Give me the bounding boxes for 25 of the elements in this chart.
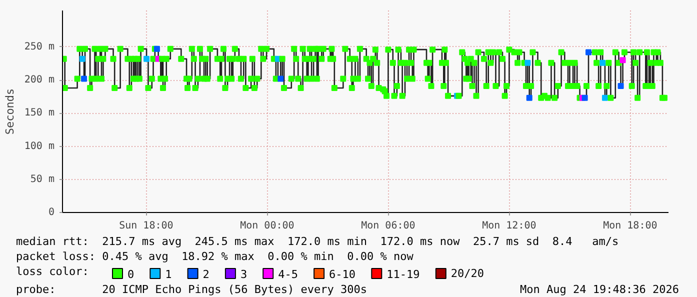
legend-label: 2 [202, 268, 210, 281]
y-axis-title: Seconds [3, 88, 16, 135]
text: median rtt: 215.7 ms avg 245.5 ms max 172.0 ms min 172.0 ms now 25.7 ms sd 8.4 am/s [16, 234, 619, 249]
y-tick-label: 100 m [24, 140, 55, 152]
y-tick-label: 150 m [24, 108, 55, 119]
text: probe: 20 ICMP Echo Pings (56 Bytes) every 300s [16, 282, 367, 297]
legend-label: 4-5 [278, 268, 298, 281]
legend-label: 1 [165, 268, 172, 281]
y-tick-label: 0 [48, 207, 55, 218]
x-tick-label: Mon 06:00 [361, 220, 416, 232]
legend-title: loss color: [16, 264, 89, 279]
text: packet loss: 0.45 % avg 18.92 % max 0.00 % min 0.00 % now [16, 249, 414, 264]
legend-label: 6-10 [329, 268, 356, 281]
x-tick-label: Mon 18:00 [603, 220, 658, 232]
legend-label: 0 [128, 268, 134, 281]
legend-label: 11-19 [386, 268, 420, 281]
y-tick-label: 50 m [30, 174, 55, 185]
y-tick-label: 200 m [24, 74, 55, 86]
legend-label: 20/20 [450, 267, 484, 280]
legend-label: 3 [240, 268, 248, 281]
x-tick-label: Mon 00:00 [240, 220, 294, 232]
y-tick-label: 250 m [24, 41, 55, 52]
x-tick-label: Mon 12:00 [482, 220, 536, 232]
text: Mon Aug 24 19:48:36 2026 [520, 282, 679, 297]
x-tick-label: Sun 18:00 [119, 220, 174, 232]
